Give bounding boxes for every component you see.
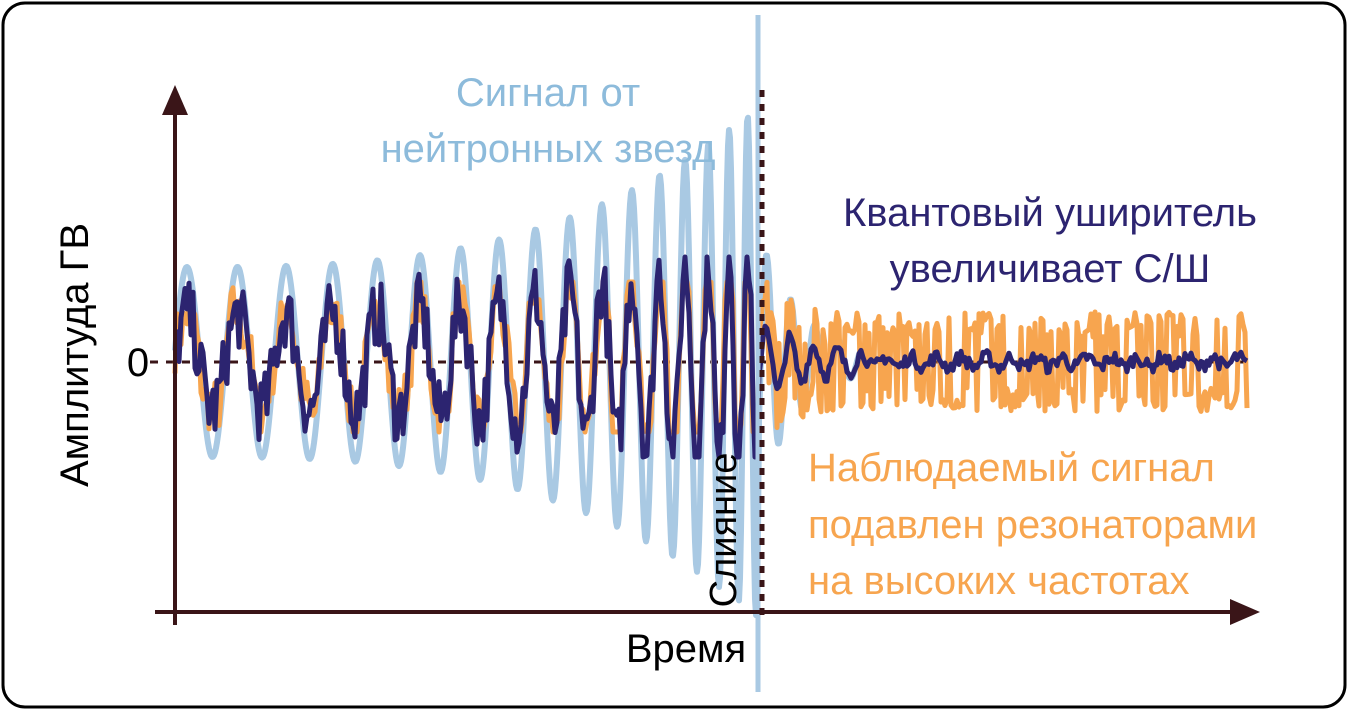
zero-label: 0	[127, 341, 149, 385]
observed-label-1: Наблюдаемый сигнал	[808, 446, 1215, 490]
observed-label-3: на высоких частотах	[808, 559, 1190, 603]
merger-label: Слияние	[703, 453, 745, 608]
squeezer-label-2: увеличивает С/Ш	[890, 247, 1211, 291]
observed-label-2: подавлен резонаторами	[808, 503, 1257, 547]
gw-diagram: 0 Амплитуда ГВ Время Слияние Сигнал от н…	[0, 0, 1350, 710]
ns-signal-label-2: нейтронных звезд	[381, 127, 716, 171]
squeezer-label-1: Квантовый уширитель	[843, 191, 1257, 235]
y-axis-label: Амплитуда ГВ	[53, 223, 97, 487]
x-axis-label: Время	[626, 627, 746, 671]
ns-signal-label-1: Сигнал от	[456, 71, 640, 115]
